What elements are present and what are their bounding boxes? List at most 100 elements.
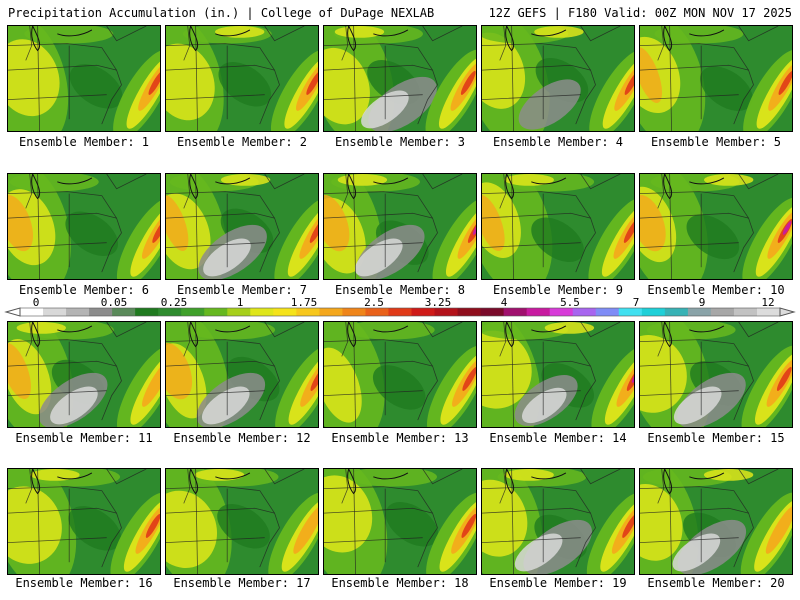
colorbar-swatch (365, 308, 389, 316)
precip-map (640, 174, 792, 279)
precip-map (8, 469, 160, 574)
ensemble-member-label: Ensemble Member: 20 (647, 576, 785, 590)
ensemble-member-map (7, 173, 161, 280)
ensemble-member-label: Ensemble Member: 9 (492, 283, 624, 297)
ensemble-member-map (7, 321, 161, 428)
colorbar-swatch (503, 308, 528, 316)
colorbar-tick-label: 7 (632, 296, 640, 309)
ensemble-member-label: Ensemble Member: 1 (18, 135, 150, 149)
ensemble-member-map (639, 468, 793, 575)
precip-map (324, 26, 476, 131)
ensemble-member-label: Ensemble Member: 4 (492, 135, 624, 149)
precip-map (640, 322, 792, 427)
colorbar-tick-label: 0.05 (100, 296, 128, 309)
ensemble-member-map (639, 25, 793, 132)
precip-map (640, 469, 792, 574)
colorbar-swatch (549, 308, 574, 316)
precip-map (166, 174, 318, 279)
colorbar-swatch (135, 308, 159, 316)
colorbar-swatch (66, 308, 90, 316)
colorbar-swatch (181, 308, 205, 316)
ensemble-member-label: Ensemble Member: 10 (647, 283, 785, 297)
precip-map (324, 469, 476, 574)
ensemble-member-label: Ensemble Member: 17 (173, 576, 311, 590)
colorbar-swatches (4, 307, 796, 317)
precip-map (482, 26, 634, 131)
colorbar-swatch (641, 308, 666, 316)
color-scale-bar: 0 0.05 0.25 1 1.75 2.5 3.25 4 5.5 7 9 12 (4, 296, 796, 320)
chart-title: Precipitation Accumulation (in.) | Colle… (8, 6, 435, 20)
ensemble-member-map (323, 173, 477, 280)
ensemble-member-map (639, 173, 793, 280)
colorbar-max-arrow (779, 307, 796, 317)
colorbar-swatch (250, 308, 274, 316)
colorbar-swatch (457, 308, 482, 316)
valid-time-label: 12Z GEFS | F180 Valid: 00Z MON NOV 17 20… (488, 6, 792, 20)
ensemble-member-label: Ensemble Member: 18 (331, 576, 469, 590)
ensemble-member-map (323, 25, 477, 132)
colorbar-tick-label: 0.25 (160, 296, 188, 309)
ensemble-member-label: Ensemble Member: 12 (173, 431, 311, 445)
colorbar-swatch (664, 308, 689, 316)
ensemble-member-map (481, 173, 635, 280)
ensemble-member-map (481, 321, 635, 428)
precip-map (8, 174, 160, 279)
precip-map (482, 174, 634, 279)
ensemble-member-label: Ensemble Member: 19 (489, 576, 627, 590)
ensemble-member-map (165, 468, 319, 575)
ensemble-member-map (165, 25, 319, 132)
colorbar-swatch (342, 308, 366, 316)
colorbar-swatch (526, 308, 551, 316)
precip-map (166, 469, 318, 574)
colorbar-tick-label: 9 (698, 296, 706, 309)
colorbar-swatch (687, 308, 712, 316)
colorbar-tick-label: 1.75 (290, 296, 318, 309)
ensemble-member-label: Ensemble Member: 2 (176, 135, 308, 149)
colorbar-swatch (411, 308, 436, 316)
ensemble-member-label: Ensemble Member: 6 (18, 283, 150, 297)
colorbar-swatch (319, 308, 343, 316)
colorbar-swatch (43, 308, 67, 316)
ensemble-member-map (7, 25, 161, 132)
ensemble-member-label: Ensemble Member: 14 (489, 431, 627, 445)
colorbar-swatch (296, 308, 320, 316)
ensemble-member-map (639, 321, 793, 428)
colorbar-tick-label: 12 (761, 296, 775, 309)
colorbar-swatch (204, 308, 228, 316)
ensemble-member-label: Ensemble Member: 3 (334, 135, 466, 149)
ensemble-member-map (165, 321, 319, 428)
colorbar-min-arrow (4, 307, 21, 317)
colorbar-swatch (733, 308, 758, 316)
colorbar-tick-label: 3.25 (424, 296, 452, 309)
ensemble-member-map (323, 468, 477, 575)
colorbar-tick-label: 1 (236, 296, 244, 309)
precip-map (324, 322, 476, 427)
colorbar-tick-label: 0 (32, 296, 40, 309)
ensemble-member-map (323, 321, 477, 428)
ensemble-member-label: Ensemble Member: 13 (331, 431, 469, 445)
precip-map (482, 322, 634, 427)
precip-map (166, 322, 318, 427)
colorbar-swatch (572, 308, 597, 316)
ensemble-member-label: Ensemble Member: 15 (647, 431, 785, 445)
precip-map (324, 174, 476, 279)
ensemble-member-map (481, 25, 635, 132)
precip-map (8, 322, 160, 427)
colorbar-swatch (227, 308, 251, 316)
precip-map (640, 26, 792, 131)
precip-map (166, 26, 318, 131)
colorbar-swatch (89, 308, 113, 316)
ensemble-member-label: Ensemble Member: 16 (15, 576, 153, 590)
ensemble-member-label: Ensemble Member: 7 (176, 283, 308, 297)
colorbar-tick-label: 2.5 (364, 296, 384, 309)
ensemble-member-label: Ensemble Member: 5 (650, 135, 782, 149)
colorbar-swatch (112, 308, 136, 316)
colorbar-swatch (595, 308, 620, 316)
precip-map (482, 469, 634, 574)
colorbar-swatch (710, 308, 735, 316)
ensemble-member-map (165, 173, 319, 280)
colorbar-tick-label: 4 (500, 296, 508, 309)
colorbar-swatch (388, 308, 413, 316)
colorbar-tick-label: 5.5 (560, 296, 580, 309)
ensemble-member-map (481, 468, 635, 575)
